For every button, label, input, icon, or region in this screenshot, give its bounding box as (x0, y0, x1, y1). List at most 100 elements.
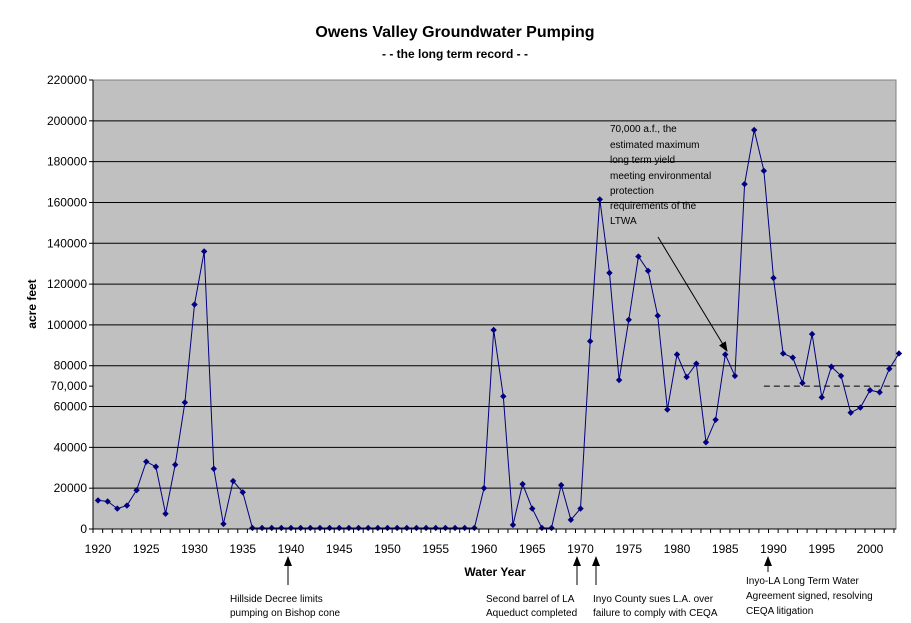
x-tick-label: 1970 (567, 542, 594, 556)
x-tick-label: 1965 (519, 542, 546, 556)
data-point (847, 409, 854, 416)
y-axis-label: acre feet (25, 279, 39, 328)
annotation-ltwa-line-3: meeting environmental (610, 171, 711, 182)
data-point (413, 524, 420, 532)
data-point (702, 439, 710, 446)
data-point (548, 524, 555, 532)
data-point (326, 524, 333, 532)
data-point (876, 389, 883, 396)
x-tick-label: 1975 (615, 542, 642, 556)
y-tick-label: 180000 (47, 155, 87, 169)
data-point (94, 497, 102, 504)
x-tick-label: 1955 (422, 542, 449, 556)
annotation-ltwa-line-6: LTWA (610, 216, 637, 227)
data-point (664, 406, 671, 413)
data-point (374, 524, 382, 532)
x-tick-label: 1930 (181, 542, 208, 556)
data-point (760, 167, 768, 175)
data-point (422, 524, 430, 532)
data-point (210, 465, 217, 472)
data-point (336, 524, 343, 532)
data-point (152, 463, 160, 470)
x-tick-label: 2000 (857, 542, 884, 556)
data-point (258, 524, 266, 532)
data-point (615, 376, 623, 384)
data-point (461, 524, 468, 532)
y-tick-label: 80000 (54, 359, 88, 373)
data-point (596, 196, 603, 203)
y-tick-label: 70,000 (50, 379, 87, 393)
x-tick-label: 1985 (712, 542, 739, 556)
y-tick-label: 60000 (54, 400, 88, 414)
x-tick-label: 1960 (471, 542, 498, 556)
annotation-hillside-line-1: pumping on Bishop cone (230, 608, 341, 619)
data-point (345, 524, 353, 532)
data-point (866, 387, 874, 394)
y-tick-label: 40000 (54, 440, 88, 454)
data-point (886, 365, 893, 372)
data-point (181, 399, 189, 406)
data-point (200, 248, 208, 255)
data-point (191, 301, 198, 308)
data-point (384, 524, 391, 532)
annotation-inyo-la-agreement: Inyo-LA Long Term Water Agreement signed… (746, 556, 873, 617)
y-tick-label: 220000 (47, 73, 87, 87)
annotation-hillside-decree: Hillside Decree limits pumping on Bishop… (230, 556, 341, 619)
data-point (104, 498, 111, 505)
data-point (451, 524, 459, 532)
data-point (577, 505, 584, 512)
x-tick-label: 1925 (133, 542, 160, 556)
annotation-ltwa-line-5: requirements of the (610, 201, 697, 212)
data-point (239, 489, 246, 496)
data-point (509, 521, 517, 529)
data-point (471, 524, 478, 532)
annotation-ltwa-line-0: 70,000 a.f., the (610, 124, 677, 135)
data-point (828, 363, 835, 370)
annotation-agreement-line-1: Agreement signed, resolving (746, 591, 873, 602)
x-tick-label: 1920 (85, 542, 112, 556)
annotation-barrel-line-1: Aqueduct completed (486, 608, 577, 619)
data-point (229, 477, 237, 485)
annotation-sues-line-0: Inyo County sues L.A. over (593, 594, 714, 605)
annotation-ltwa-line-1: estimated maximum (610, 140, 699, 151)
y-tick-label: 200000 (47, 114, 87, 128)
data-point (432, 524, 439, 532)
data-point (712, 416, 719, 424)
data-point (644, 267, 652, 275)
data-point (500, 393, 507, 400)
data-point (220, 520, 227, 528)
data-point (895, 350, 903, 357)
data-point (297, 524, 304, 532)
chart-subtitle: - - the long term record - - (382, 47, 528, 61)
annotation-agreement-line-2: CEQA litigation (746, 606, 813, 617)
annotation-ltwa-arrow (657, 236, 728, 352)
data-point (837, 372, 845, 380)
data-point (123, 502, 131, 509)
annotation-sues-line-1: failure to comply with CEQA (593, 608, 718, 619)
grid-lines (93, 120, 896, 489)
y-tick-label: 20000 (54, 481, 88, 495)
data-point (606, 269, 613, 277)
annotation-barrel-line-0: Second barrel of LA (486, 594, 575, 605)
data-point (538, 524, 546, 532)
data-point (625, 316, 632, 324)
y-tick-label: 0 (80, 522, 87, 536)
annotation-hillside-line-0: Hillside Decree limits (230, 594, 323, 605)
data-point (307, 524, 314, 532)
data-point (635, 253, 642, 260)
data-point (722, 351, 729, 358)
data-point (731, 372, 739, 380)
data-point (567, 516, 575, 524)
data-point (741, 180, 748, 188)
data-point (278, 524, 285, 532)
data-point (683, 373, 690, 381)
plot-area (92, 79, 897, 530)
data-point (799, 379, 806, 387)
data-point (519, 480, 526, 488)
data-point (143, 458, 150, 465)
data-point (287, 524, 295, 532)
data-point (172, 461, 179, 468)
x-tick-label: 1935 (229, 542, 256, 556)
y-tick-label: 140000 (47, 236, 87, 250)
